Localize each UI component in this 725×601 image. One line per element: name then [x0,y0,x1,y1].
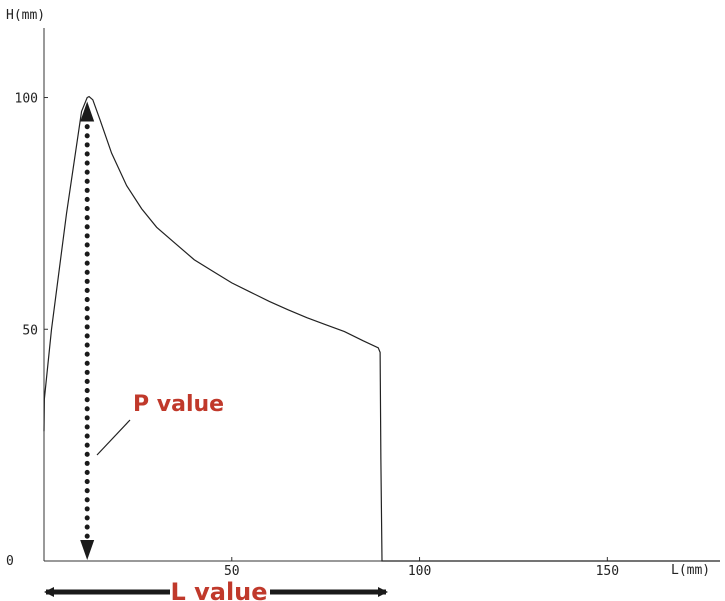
p-value-arrowhead-bottom [80,540,95,560]
p-value-label: P value [133,392,224,417]
x-tick-label: 150 [596,564,619,579]
l-value-label: L value [170,578,267,601]
y-tick-label: 100 [15,92,38,107]
x-axis-label: L(mm) [671,563,710,578]
series-line [43,95,720,562]
p-value-arrowhead-top [80,101,95,122]
y-axis-label: H(mm) [6,8,45,23]
x-tick-label: 0 [6,554,14,569]
x-tick-label: 100 [408,564,431,579]
y-tick-label: 50 [22,323,38,338]
p-value-leader-line [96,419,131,456]
x-tick-label: 50 [224,564,240,579]
tick-labels: 0 50 100 150 50 100 [6,92,619,579]
